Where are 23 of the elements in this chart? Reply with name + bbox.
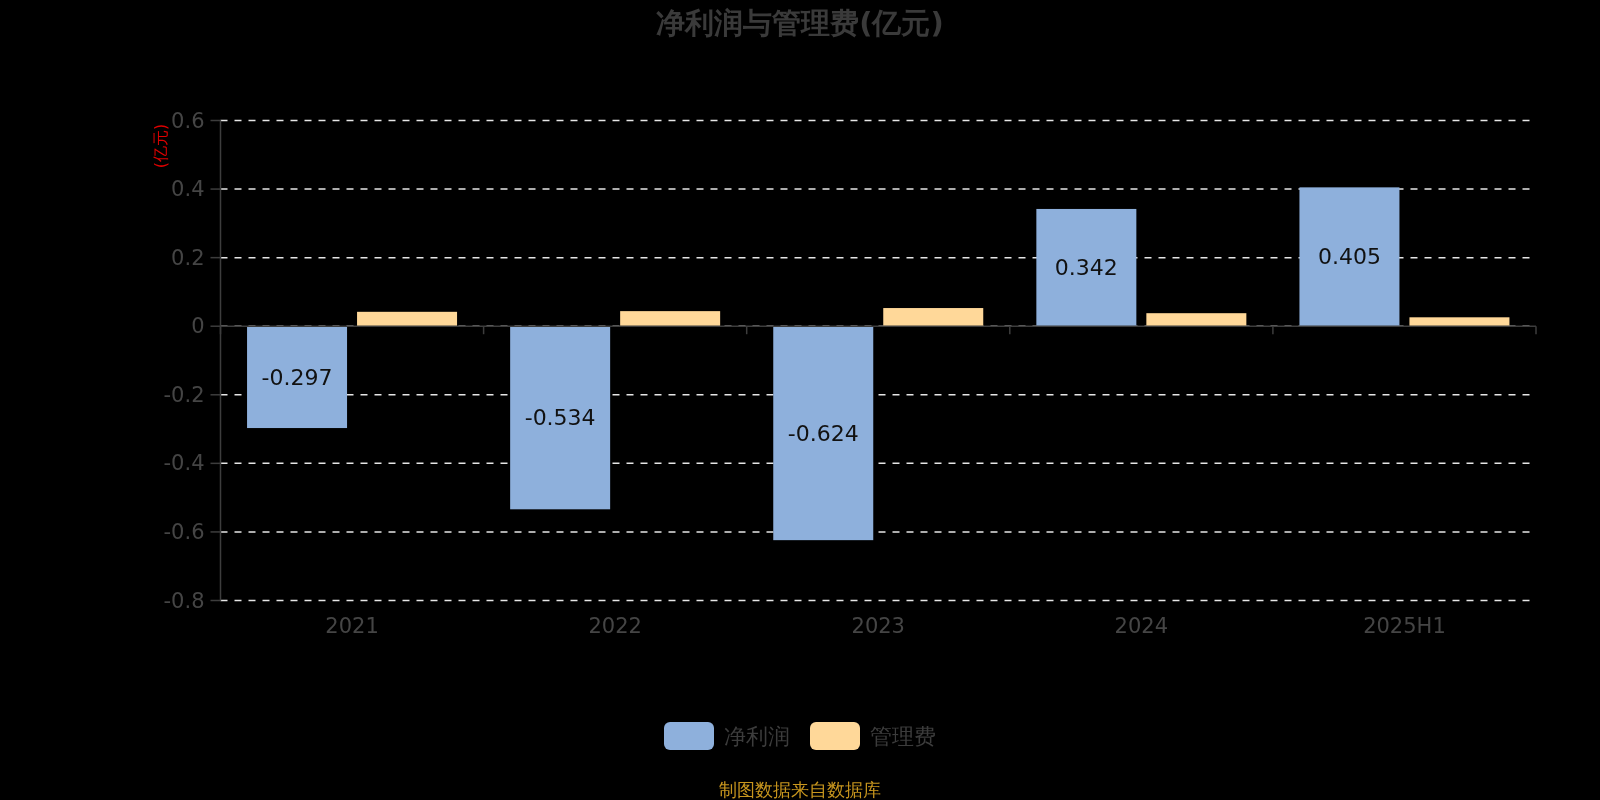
y-tick-label: -0.4 [163, 451, 205, 476]
x-tick-label: 2024 [1114, 614, 1169, 638]
data-label: -0.624 [787, 420, 859, 446]
y-tick-label: -0.2 [163, 382, 205, 407]
x-tick-label: 2022 [588, 614, 642, 638]
ylabel: (亿元) [150, 123, 170, 169]
x-tick-label: 2021 [325, 614, 379, 638]
y-tick-label: 0 [191, 314, 205, 339]
y-tick-label: 0.6 [171, 108, 205, 133]
y-tick-label: -0.8 [163, 588, 205, 613]
data-label: -0.297 [261, 364, 333, 390]
x-tick-label: 2025H1 [1363, 614, 1446, 638]
y-tick-label: 0.2 [171, 245, 205, 270]
annotation: 制图数据来自数据库 [719, 778, 881, 800]
data-label: 0.342 [1054, 255, 1118, 281]
legend-label: 管理费 [870, 723, 936, 749]
title: 净利润与管理费(亿元) [656, 6, 944, 40]
x-tick-label: 2023 [851, 614, 905, 638]
data-label: -0.534 [524, 405, 596, 431]
data-label: 0.405 [1317, 244, 1381, 270]
legend-label: 净利润 [724, 723, 790, 749]
y-tick-label: 0.4 [171, 177, 205, 202]
y-tick-label: -0.6 [163, 519, 205, 544]
